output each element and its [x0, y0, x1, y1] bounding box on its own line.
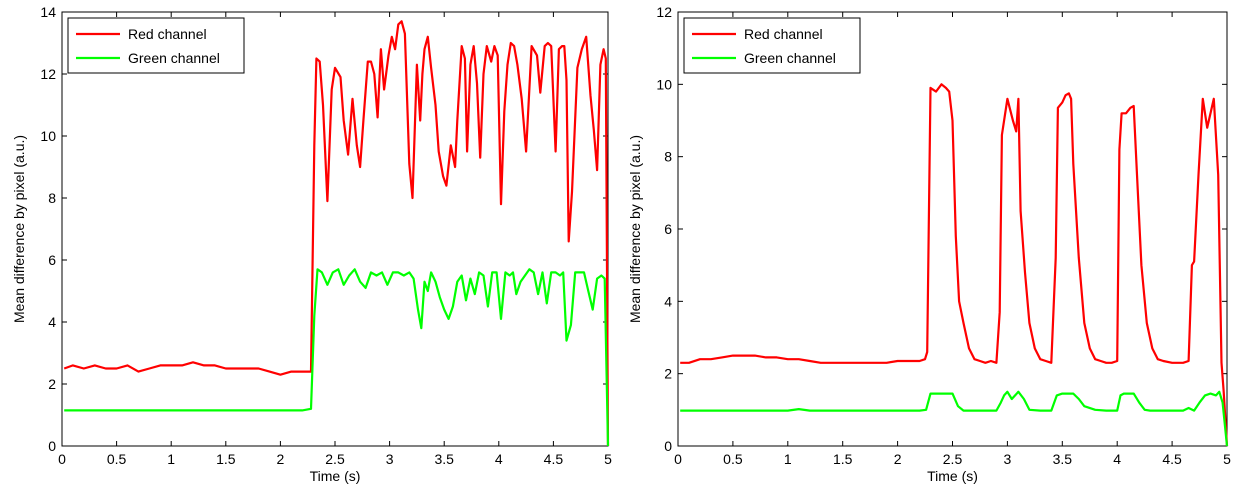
- series-line-green-channel: [64, 268, 610, 447]
- y-tick-label: 8: [48, 190, 56, 206]
- chart-right: 0 0.5 1 1.5 2 2.5 3 3.5 4 4.5 5 0 2 4 6 8 10 12 Time (s) Me…: [627, 4, 1231, 484]
- y-tick-label: 4: [664, 293, 672, 309]
- y-tick-label: 2: [664, 366, 672, 382]
- x-tick-label: 2.5: [943, 451, 963, 467]
- legend-label: Red channel: [128, 26, 207, 42]
- x-tick-label: 2.5: [325, 451, 345, 467]
- x-tick-label: 2: [277, 451, 285, 467]
- x-tick-label: 1: [167, 451, 175, 467]
- y-tick-label: 0: [664, 438, 672, 454]
- x-tick-label: 0.5: [723, 451, 743, 467]
- y-tick-label: 12: [656, 4, 672, 20]
- y-tick-label: 12: [40, 66, 56, 82]
- y-tick-label: 0: [48, 438, 56, 454]
- x-tick-label: 4: [495, 451, 503, 467]
- x-tick-label: 4.5: [544, 451, 564, 467]
- series-line-red-channel: [680, 83, 1229, 447]
- x-tick-label: 3: [1004, 451, 1012, 467]
- x-tick-label: 1.5: [216, 451, 236, 467]
- plot-frame: [61, 11, 609, 447]
- legend-label: Red channel: [744, 26, 823, 42]
- y-axis-label: Mean difference by pixel (a.u.): [11, 135, 27, 323]
- y-tick-label: 4: [48, 314, 56, 330]
- y-tick-label: 10: [656, 76, 672, 92]
- legend-label: Green channel: [744, 50, 836, 66]
- y-tick-label: 2: [48, 376, 56, 392]
- series-line-red-channel: [63, 20, 610, 447]
- series-line-green-channel: [680, 390, 1229, 447]
- y-tick-label: 6: [664, 221, 672, 237]
- x-tick-label: 0.5: [107, 451, 127, 467]
- x-tick-label: 1.5: [833, 451, 853, 467]
- legend-label: Green channel: [128, 50, 220, 66]
- x-tick-label: 5: [604, 451, 612, 467]
- y-tick-label: 8: [664, 149, 672, 165]
- x-tick-label: 1: [784, 451, 792, 467]
- plot-frame: [677, 11, 1228, 447]
- x-tick-label: 5: [1223, 451, 1231, 467]
- y-tick-label: 14: [40, 4, 56, 20]
- x-tick-label: 2: [894, 451, 902, 467]
- x-tick-label: 3: [386, 451, 394, 467]
- y-axis-label: Mean difference by pixel (a.u.): [627, 135, 643, 323]
- x-tick-label: 0: [674, 451, 682, 467]
- x-tick-label: 0: [58, 451, 66, 467]
- x-axis-label: Time (s): [310, 468, 361, 484]
- x-tick-label: 4.5: [1162, 451, 1182, 467]
- x-axis-label: Time (s): [927, 468, 978, 484]
- legend: [683, 17, 861, 74]
- y-tick-label: 6: [48, 252, 56, 268]
- legend: [67, 17, 245, 74]
- x-tick-label: 3.5: [1053, 451, 1073, 467]
- chart-left: 0 0.5 1 1.5 2 2.5 3 3.5 4 4.5 5 0 2 4 6 8 10 12 14 Time (s)…: [11, 4, 612, 484]
- x-tick-label: 3.5: [434, 451, 454, 467]
- y-tick-label: 10: [40, 128, 56, 144]
- x-tick-label: 4: [1113, 451, 1121, 467]
